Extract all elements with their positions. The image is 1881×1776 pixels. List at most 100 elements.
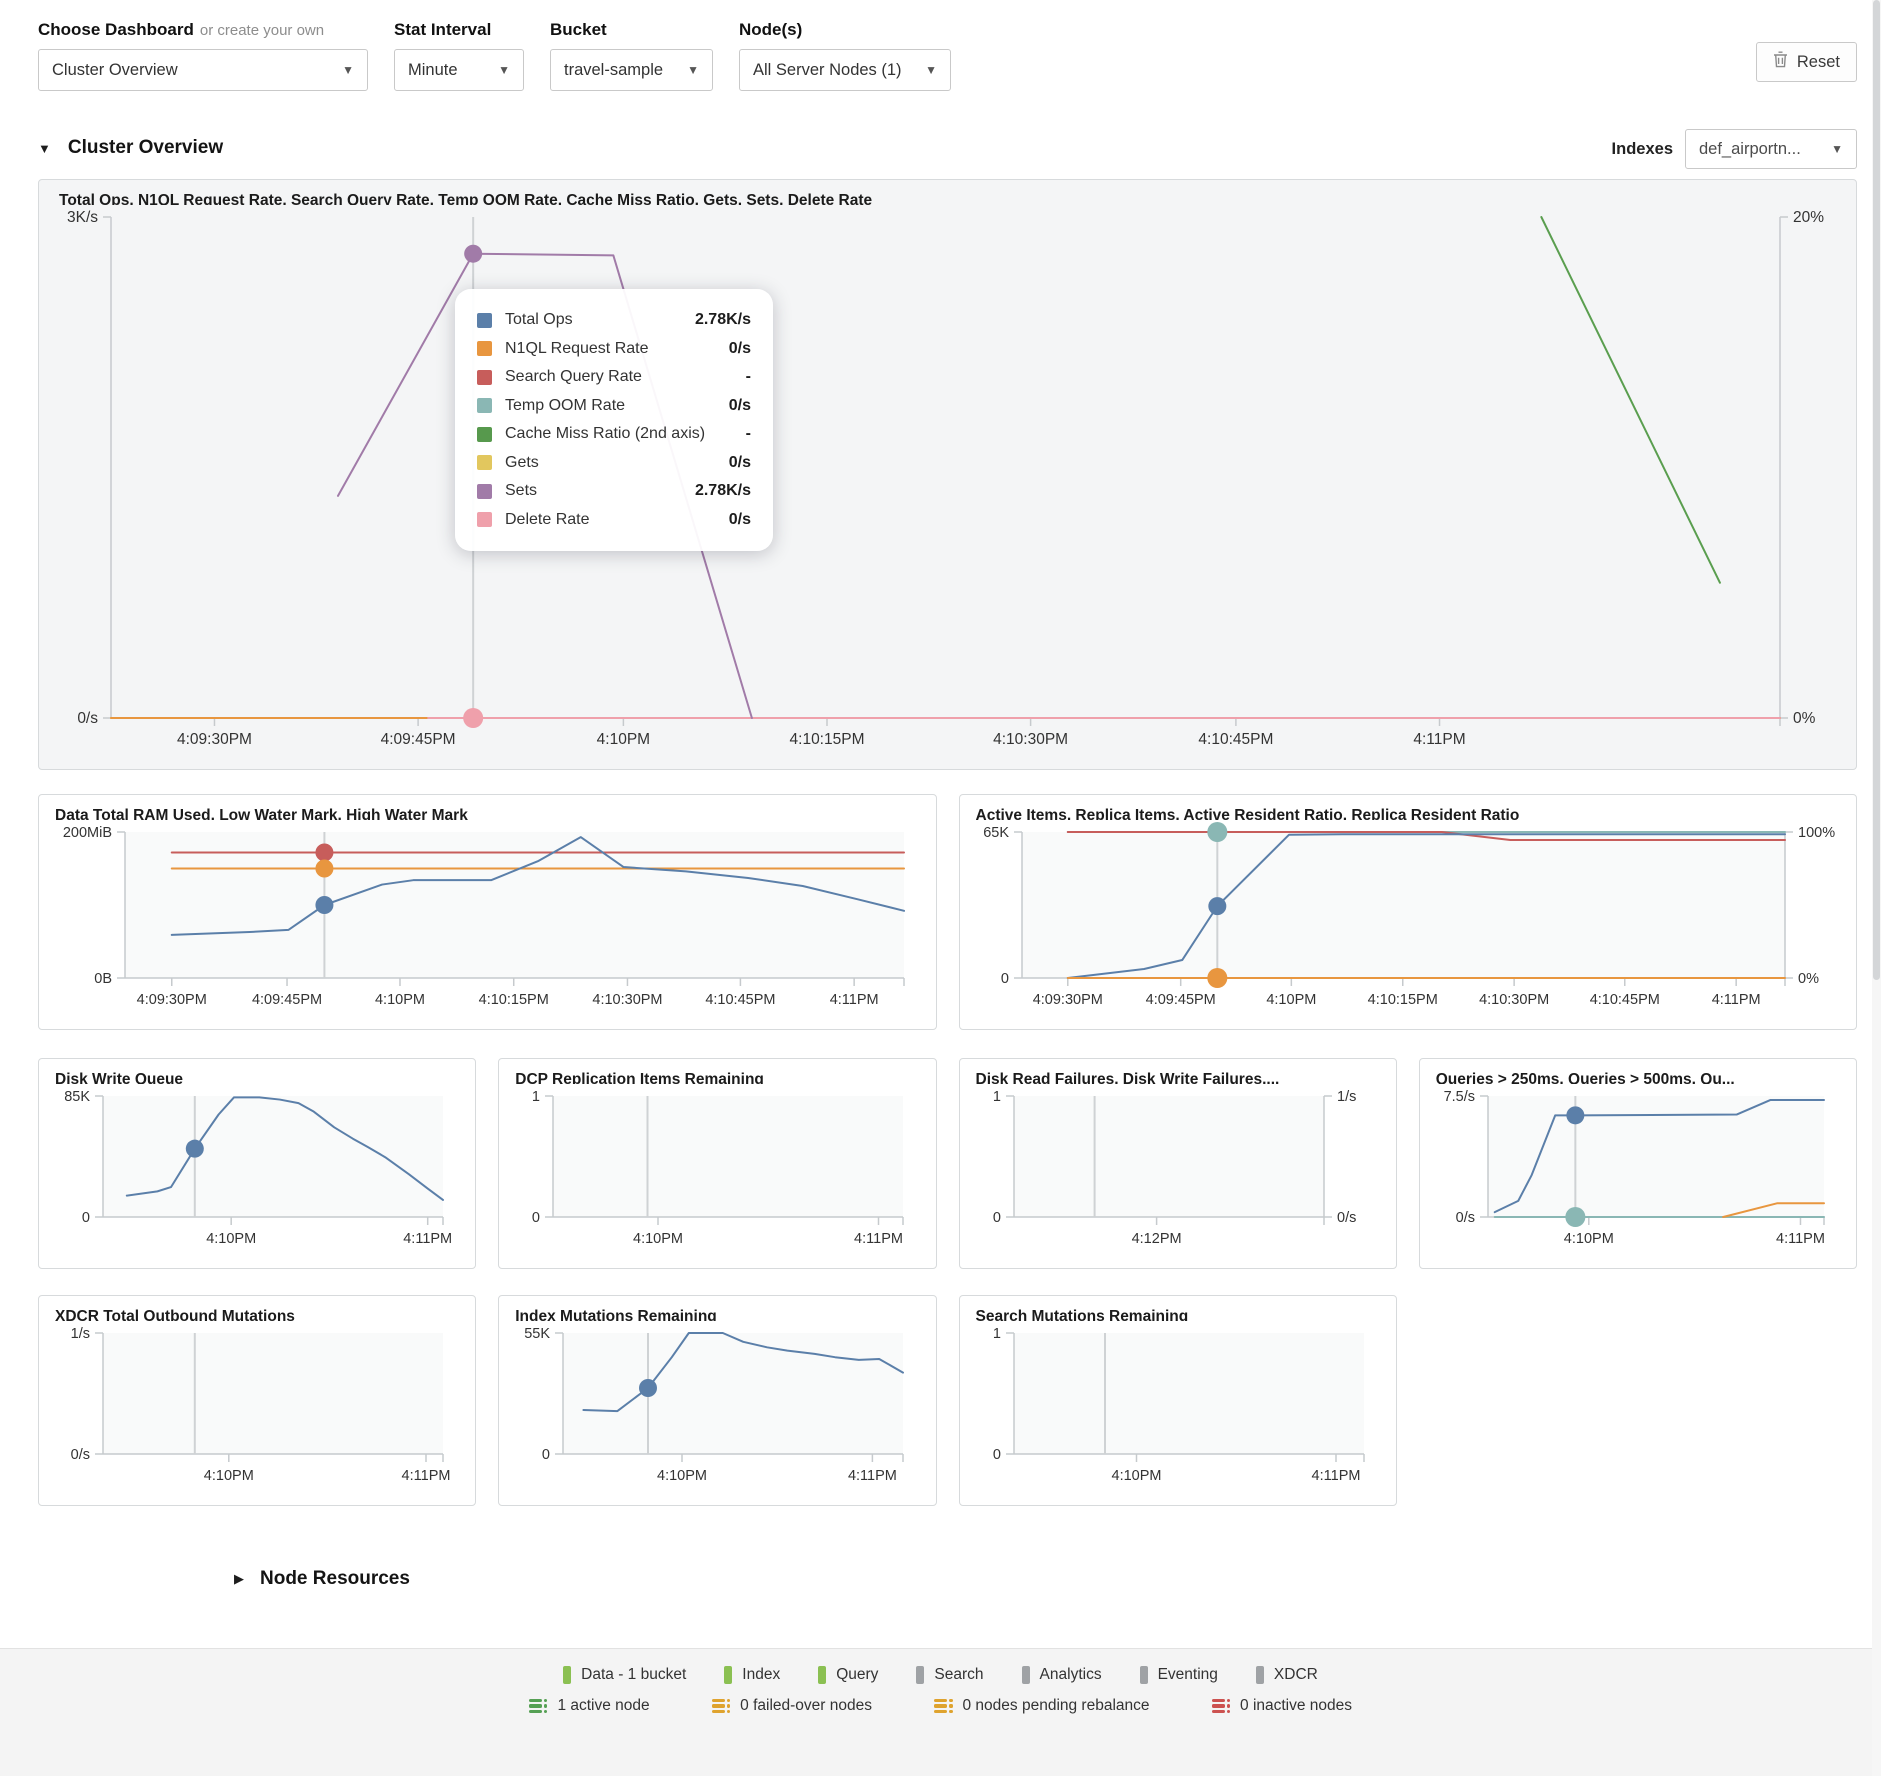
dcp-replication-title: DCP Replication Items Remaining <box>515 1071 764 1084</box>
svg-text:4:09:45PM: 4:09:45PM <box>1145 992 1215 1008</box>
service-bar-icon <box>1021 1666 1030 1684</box>
legend-item: 0 failed-over nodes <box>711 1697 872 1715</box>
svg-text:4:10:45PM: 4:10:45PM <box>1198 731 1273 748</box>
legend-label: XDCR <box>1273 1666 1318 1683</box>
disk-write-queue-chart[interactable]: 85K 0 4:10PM 4:11PM <box>55 1084 459 1256</box>
legend-item: Search <box>916 1666 984 1684</box>
server-nodes-icon <box>528 1698 548 1714</box>
queries-chart[interactable]: 7.5/s 0/s 4:10PM 4:11PM <box>1436 1084 1840 1256</box>
indexes-label: Indexes <box>1611 139 1673 158</box>
items-chart[interactable]: 65K 0 100% 0% 4:09:30PM 4:09:45PM 4:10PM 4:10:1… <box>976 820 1841 1017</box>
svg-text:0%: 0% <box>1798 971 1819 987</box>
tooltip-series-label: Cache Miss Ratio (2nd axis) <box>505 425 706 443</box>
svg-text:0/s: 0/s <box>71 1447 90 1463</box>
xdcr-title: XDCR Total Outbound Mutations <box>55 1308 295 1321</box>
legend-item: Data - 1 bucket <box>563 1666 686 1684</box>
tooltip-row: Total Ops 2.78K/s <box>477 306 751 335</box>
indexes-select-value: def_airportn... <box>1699 139 1801 158</box>
svg-text:20%: 20% <box>1793 209 1824 226</box>
svg-text:4:09:45PM: 4:09:45PM <box>252 992 322 1008</box>
collapse-triangle-icon[interactable]: ▼ <box>38 140 51 156</box>
svg-text:4:11PM: 4:11PM <box>402 1468 451 1484</box>
svg-text:4:09:30PM: 4:09:30PM <box>1032 992 1102 1008</box>
svg-text:4:10PM: 4:10PM <box>204 1468 254 1484</box>
series-swatch-icon <box>477 483 492 499</box>
legend-item: Index <box>724 1666 780 1684</box>
scrollbar-thumb[interactable] <box>1873 0 1880 980</box>
server-nodes-icon <box>711 1698 731 1714</box>
node-resources-header[interactable]: ▶ Node Resources <box>234 1568 1857 1590</box>
cluster-overview-header: ▼ Cluster Overview Indexes def_airportn.… <box>38 129 1857 169</box>
stat-interval-select[interactable]: Minute ▼ <box>394 49 524 91</box>
bucket-select[interactable]: travel-sample ▼ <box>550 49 713 91</box>
tooltip-series-label: Total Ops <box>505 311 573 329</box>
series-swatch-icon <box>477 312 492 328</box>
toolbar: Choose Dashboard or create your own Clust… <box>38 0 1857 91</box>
svg-text:0/s: 0/s <box>77 710 98 727</box>
queries-panel: Queries > 250ms, Queries > 500ms, Qu... … <box>1418 1058 1857 1269</box>
svg-text:0: 0 <box>992 1447 1000 1463</box>
svg-text:3K/s: 3K/s <box>67 209 98 226</box>
dcp-replication-panel: DCP Replication Items Remaining 1 0 4:10PM… <box>498 1058 937 1269</box>
indexes-select[interactable]: def_airportn... ▼ <box>1685 129 1857 169</box>
legend-item: 0 inactive nodes <box>1211 1697 1352 1715</box>
ops-chart-title: Total Ops, N1QL Request Rate, Search Que… <box>59 192 873 205</box>
nodes-label: Node(s) <box>739 20 803 39</box>
disk-failures-chart[interactable]: 1 0 1/s 0/s 4:12PM <box>976 1084 1380 1256</box>
section-title: Cluster Overview <box>67 137 224 158</box>
legend-label: Index <box>742 1666 781 1683</box>
disk-write-queue-panel: Disk Write Queue 85K 0 4:10PM 4:11PM <box>38 1058 477 1269</box>
series-swatch-icon <box>477 426 492 442</box>
chart-tooltip: Total Ops 2.78K/s N1QL Request Rate 0/s Sear… <box>455 289 773 551</box>
items-chart-title: Active Items, Replica Items, Active Resi… <box>975 807 1520 820</box>
tooltip-row: N1QL Request Rate 0/s <box>477 335 751 364</box>
search-mutations-title: Search Mutations Remaining <box>975 1308 1189 1321</box>
bucket-label: Bucket <box>550 20 607 39</box>
series-swatch-icon <box>477 398 492 414</box>
dashboard-select[interactable]: Cluster Overview ▼ <box>38 49 368 91</box>
index-mutations-panel: Index Mutations Remaining 55K 0 4:10PM 4:11… <box>498 1295 937 1506</box>
svg-text:100%: 100% <box>1798 825 1835 841</box>
index-mutations-title: Index Mutations Remaining <box>515 1308 717 1321</box>
expand-triangle-icon[interactable]: ▶ <box>234 1571 244 1586</box>
ops-chart[interactable]: Total Ops 2.78K/s N1QL Request Rate 0/s Sear… <box>59 205 1836 757</box>
service-bar-icon <box>818 1666 827 1684</box>
ram-chart-panel: Data Total RAM Used, Low Water Mark, Hig… <box>38 794 937 1030</box>
legend-item: 1 active node <box>528 1697 650 1715</box>
svg-text:4:11PM: 4:11PM <box>1311 1468 1360 1484</box>
server-nodes-icon <box>1211 1698 1231 1714</box>
search-mutations-chart[interactable]: 1 0 4:10PM 4:11PM <box>976 1321 1380 1493</box>
chevron-down-icon: ▼ <box>687 63 699 77</box>
indexes-control: Indexes def_airportn... ▼ <box>1612 129 1857 169</box>
nodes-select[interactable]: All Server Nodes (1) ▼ <box>739 49 951 91</box>
svg-text:4:10PM: 4:10PM <box>633 1231 683 1247</box>
dcp-replication-chart[interactable]: 1 0 4:10PM 4:11PM <box>515 1084 919 1256</box>
create-dashboard-link[interactable]: or create your own <box>199 22 325 39</box>
svg-text:4:09:30PM: 4:09:30PM <box>177 731 252 748</box>
tooltip-series-value: 0/s <box>728 453 751 471</box>
cluster-status-bar: Data - 1 bucket Index Query Search Analytics… <box>0 1648 1881 1776</box>
tooltip-row: Temp OOM Rate 0/s <box>477 392 751 421</box>
svg-text:0%: 0% <box>1793 710 1816 727</box>
legend-label: Data - 1 bucket <box>581 1666 687 1683</box>
svg-text:1/s: 1/s <box>1337 1089 1356 1105</box>
service-bar-icon <box>724 1666 733 1684</box>
dashboard-select-value: Cluster Overview <box>52 60 178 79</box>
tooltip-series-label: Search Query Rate <box>505 368 642 386</box>
reset-label: Reset <box>1796 52 1840 71</box>
index-mutations-chart[interactable]: 55K 0 4:10PM 4:11PM <box>515 1321 919 1493</box>
legend-item: XDCR <box>1255 1666 1318 1684</box>
legend-label: Analytics <box>1039 1666 1102 1683</box>
svg-text:0/s: 0/s <box>1455 1210 1474 1226</box>
tooltip-row: Delete Rate 0/s <box>477 506 751 535</box>
stat-interval-value: Minute <box>408 60 458 79</box>
svg-text:4:10:30PM: 4:10:30PM <box>993 731 1068 748</box>
tooltip-series-value: 2.78K/s <box>694 482 751 500</box>
xdcr-chart[interactable]: 1/s 0/s 4:10PM 4:11PM <box>55 1321 459 1493</box>
trash-icon <box>1773 51 1788 73</box>
tooltip-row: Search Query Rate - <box>477 363 751 392</box>
tooltip-series-label: Delete Rate <box>505 510 590 528</box>
ram-chart[interactable]: 200MiB 0B 4:09:30PM 4:09:45PM 4:10PM 4:10:15P… <box>55 820 920 1017</box>
reset-button[interactable]: Reset <box>1755 42 1857 82</box>
scrollbar[interactable] <box>1872 0 1881 1776</box>
